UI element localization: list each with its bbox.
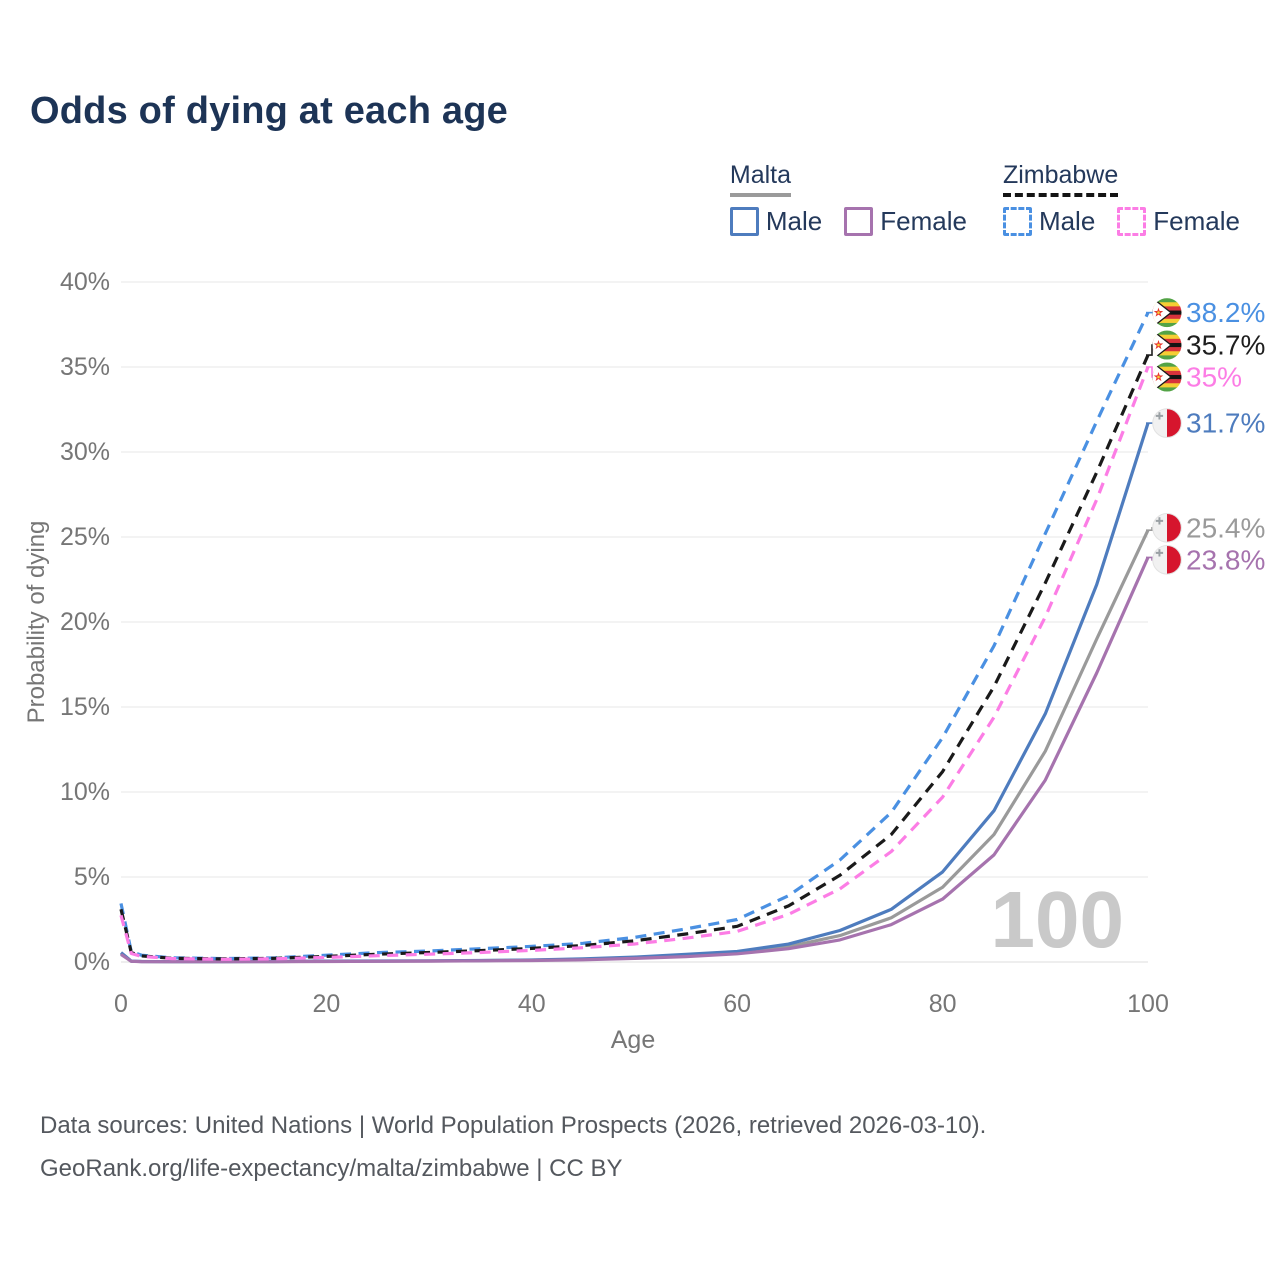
end-label-zw-2[interactable]: 35% [1152, 362, 1242, 393]
end-value-label: 25.4% [1186, 512, 1265, 543]
y-tick-label: 40% [60, 268, 110, 296]
series-line-malta-female[interactable] [120, 556, 1150, 964]
legend-country-malta[interactable]: Malta [729, 161, 792, 197]
legend-item-malta-female[interactable]: Female [844, 206, 967, 237]
y-tick-label: 15% [60, 693, 110, 721]
malta-male-swatch-icon [729, 207, 759, 236]
svg-text:✚: ✚ [1155, 516, 1163, 527]
x-tick-label: 100 [1127, 990, 1169, 1018]
chart-legend: Malta Male Female Zimbabwe Male [729, 161, 1240, 237]
zimbabwe-flag-icon [1152, 362, 1182, 392]
end-value-label: 38.2% [1186, 297, 1265, 328]
y-tick-label: 5% [74, 863, 110, 891]
y-tick-label: 30% [60, 438, 110, 466]
legend-item-label: Female [880, 206, 967, 236]
x-tick-label: 40 [518, 990, 546, 1018]
y-axis-title: Probability of dying [23, 521, 50, 724]
end-value-label: 23.8% [1186, 544, 1265, 575]
series-line-zimbabwe-female[interactable] [119, 366, 1150, 961]
x-tick-label: 20 [312, 990, 340, 1018]
axis-ticks-layer: 0% 5% 10% 15% 20% 25% 30% 35% 40% 0 20 40 60 80 100 [60, 268, 1169, 1018]
y-tick-label: 10% [60, 778, 110, 806]
y-tick-label: 0% [74, 948, 110, 976]
end-label-mt-3[interactable]: ✚ 31.7% [1152, 408, 1265, 439]
end-value-label: 35.7% [1186, 330, 1265, 361]
svg-text:✚: ✚ [1155, 548, 1163, 559]
end-label-zw-0[interactable]: 38.2% [1152, 297, 1265, 328]
y-tick-label: 25% [60, 523, 110, 551]
end-labels-layer: 38.2%35.7%35% ✚ 31.7% ✚ 25.4% ✚ 23.8% [1146, 297, 1265, 575]
zimbabwe-flag-icon [1152, 330, 1182, 360]
end-label-mt-5[interactable]: ✚ 23.8% [1152, 544, 1265, 575]
legend-item-malta-male[interactable]: Male [729, 206, 823, 237]
legend-item-label: Male [1038, 206, 1096, 236]
series-line-zimbabwe-male[interactable] [119, 311, 1150, 961]
end-value-label: 31.7% [1186, 408, 1265, 439]
page-title: Odds of dying at each age [30, 90, 508, 132]
gridlines-layer [121, 281, 1148, 963]
end-label-mt-4[interactable]: ✚ 25.4% [1152, 512, 1265, 543]
zimbabwe-male-swatch-icon [1002, 207, 1032, 236]
footer-attribution: Data sources: United Nations | World Pop… [40, 1104, 986, 1190]
age-watermark: 100 [991, 875, 1124, 964]
data-sources-line: Data sources: United Nations | World Pop… [40, 1112, 987, 1139]
y-tick-label: 20% [60, 608, 110, 636]
y-tick-label: 35% [60, 353, 110, 381]
series-lines-layer [119, 311, 1150, 964]
legend-items-malta: Male Female [729, 206, 967, 237]
legend-item-zimbabwe-male[interactable]: Male [1002, 206, 1096, 237]
x-axis-title: Age [611, 1026, 655, 1054]
malta-flag-icon: ✚ [1152, 513, 1182, 543]
zimbabwe-flag-icon [1152, 298, 1182, 328]
end-value-label: 35% [1186, 362, 1242, 393]
malta-flag-icon: ✚ [1152, 545, 1182, 575]
series-line-zimbabwe-all[interactable] [119, 354, 1150, 961]
end-label-zw-1[interactable]: 35.7% [1152, 330, 1265, 361]
malta-flag-icon: ✚ [1152, 408, 1182, 438]
legend-group-malta: Malta Male Female [729, 161, 967, 237]
legend-item-label: Female [1153, 206, 1240, 236]
x-tick-label: 60 [723, 990, 751, 1018]
zimbabwe-female-swatch-icon [1117, 207, 1147, 236]
x-tick-label: 80 [929, 990, 957, 1018]
legend-item-zimbabwe-female[interactable]: Female [1117, 206, 1240, 237]
source-url-line: GeoRank.org/life-expectancy/malta/zimbab… [40, 1155, 623, 1182]
legend-group-zimbabwe: Zimbabwe Male Female [1002, 161, 1240, 237]
malta-female-swatch-icon [844, 207, 874, 236]
legend-items-zimbabwe: Male Female [1002, 206, 1240, 237]
legend-country-zimbabwe[interactable]: Zimbabwe [1002, 161, 1119, 197]
svg-text:✚: ✚ [1155, 412, 1163, 423]
x-tick-label: 0 [114, 990, 128, 1018]
legend-item-label: Male [765, 206, 823, 236]
